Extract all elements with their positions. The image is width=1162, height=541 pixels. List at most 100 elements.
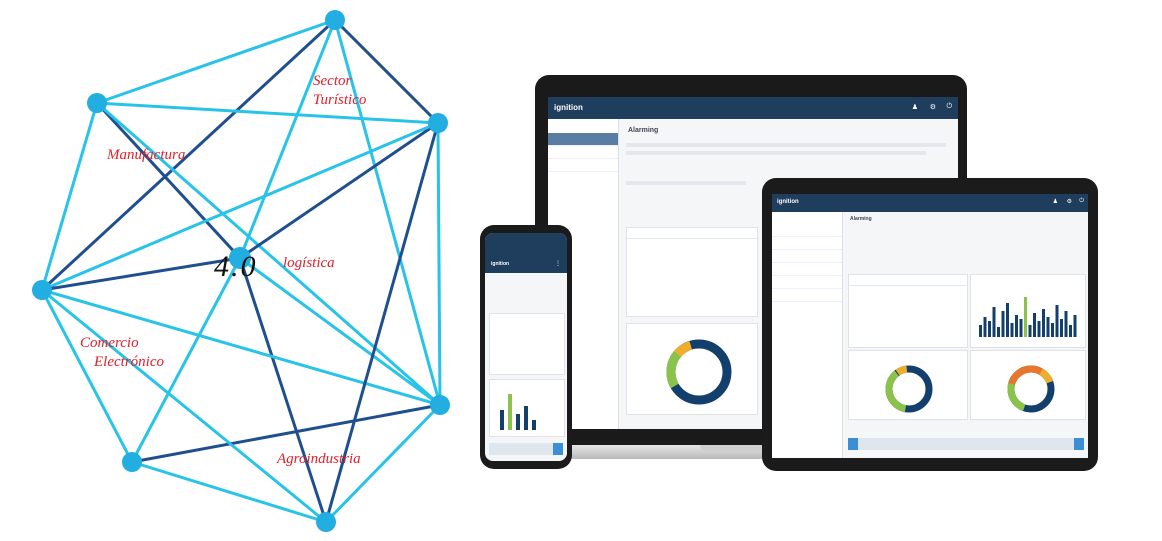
tablet-bar: [983, 317, 987, 337]
phone-pager-next[interactable]: [553, 443, 563, 455]
tablet-bar: [979, 325, 982, 337]
network-edge-c-bl: [130, 256, 242, 464]
tablet-pager-next[interactable]: [1074, 438, 1084, 450]
node-label-logistica: logística: [283, 255, 335, 271]
tablet-sidebar-item[interactable]: ​: [772, 276, 842, 289]
laptop-status-panel: ​: [626, 227, 758, 317]
tablet-sidebar-item[interactable]: ​: [772, 250, 842, 263]
tablet-status-panel-title: ​: [849, 275, 967, 286]
tablet-bar: [1060, 319, 1063, 337]
tablet-donut-panel-2: [970, 350, 1086, 420]
network-node-top: [325, 10, 345, 30]
phone-screen: ignition ⋮: [485, 233, 567, 461]
tablet-bar: [1006, 303, 1009, 337]
phone-brand-logo: ignition: [491, 261, 510, 267]
tablet-brand-logo: ignition: [777, 199, 799, 205]
tablet-bar: [1046, 317, 1050, 337]
network-edge-tr-l: [40, 121, 440, 292]
tablet-donut-panel-1: [848, 350, 968, 420]
network-edge-ul-l: [40, 101, 99, 292]
network-node-tr: [428, 113, 448, 133]
tablet-sidebar-item[interactable]: ​: [772, 224, 842, 237]
phone-bar-chart: [500, 394, 536, 430]
network-edge-top-c: [238, 18, 337, 260]
tablet-sidebar: ​ ​ ​ ​ ​ ​: [772, 212, 843, 458]
network-edge-tr-mr: [436, 121, 442, 407]
laptop-donut-chart: [666, 339, 732, 405]
settings-icon[interactable]: ⚙: [1066, 199, 1072, 205]
user-icon[interactable]: ♟: [911, 104, 918, 111]
laptop-page-title: Alarming: [628, 127, 659, 134]
network-node-mr: [430, 395, 450, 415]
tablet-bar: [997, 327, 1000, 337]
network-diagram: [32, 10, 450, 532]
network-edge-ul-mr: [95, 101, 442, 407]
network-edge-c-l: [40, 256, 242, 292]
tablet-screen: ignition ♟ ⚙ ⏻ ​ ​ ​ ​ ​ ​ Alarming ​: [772, 194, 1088, 458]
network-edge-b-mr: [324, 403, 442, 524]
laptop-appbar: ignition ♟ ⚙ ⏻: [548, 97, 958, 119]
node-label-electronico: Electrónico: [94, 354, 164, 370]
phone-bar-panel: [489, 379, 565, 437]
node-label-manufactura: Manufactura: [107, 147, 186, 163]
network-edge-tr-c: [238, 121, 440, 260]
tablet-bar: [1064, 311, 1068, 337]
user-icon[interactable]: ♟: [1052, 199, 1058, 205]
phone-appbar: ignition ⋮: [485, 233, 567, 273]
network-edge-l-mr: [40, 288, 442, 407]
network-node-bl: [122, 452, 142, 472]
network-edges: [40, 18, 442, 524]
network-edge-bl-mr: [130, 403, 442, 464]
tablet-bar: [992, 307, 996, 337]
laptop-sidebar-item-1[interactable]: ​: [548, 133, 618, 146]
network-node-c: [229, 247, 251, 269]
laptop-sidebar-item-2[interactable]: ​: [548, 146, 618, 159]
power-icon[interactable]: ⏻: [1079, 198, 1084, 204]
tablet-bar: [1037, 321, 1041, 337]
network-edge-c-mr: [238, 256, 442, 407]
tablet-bar: [1001, 311, 1005, 337]
network-edge-top-tr: [333, 18, 440, 125]
tablet: ignition ♟ ⚙ ⏻ ​ ​ ​ ​ ​ ​ Alarming ​: [762, 178, 1098, 471]
tablet-bar: [1055, 305, 1059, 337]
tablet-pager: [848, 438, 1084, 450]
tablet-sidebar-item[interactable]: ​: [772, 289, 842, 302]
tablet-bar: [1069, 325, 1072, 337]
center-label-4-0: 4.0: [214, 250, 258, 283]
tablet-bar: [1073, 315, 1077, 337]
network-edge-bl-b: [130, 460, 328, 524]
tablet-donut-chart-2: [1007, 365, 1055, 413]
laptop-sidebar-item-3[interactable]: ​: [548, 159, 618, 172]
node-label-agroindustria: Agroindustria: [277, 451, 361, 467]
tablet-donut-chart-1: [885, 365, 933, 413]
tablet-bar: [1051, 323, 1054, 337]
network-node-l: [32, 280, 52, 300]
laptop-text-line: [626, 181, 746, 185]
network-edge-top-ul: [95, 18, 337, 105]
network-edge-top-mr: [333, 18, 442, 407]
laptop-text-line: [626, 151, 926, 155]
tablet-bar: [1024, 297, 1027, 337]
menu-icon[interactable]: ⋮: [555, 261, 561, 267]
tablet-bar: [988, 321, 991, 337]
tablet-pager-prev[interactable]: [848, 438, 858, 450]
node-label-sector: Sector: [313, 73, 352, 89]
tablet-bar: [1028, 325, 1032, 337]
tablet-bar: [1015, 315, 1018, 337]
phone-status-panel: [489, 313, 565, 375]
network-edge-ul-c: [95, 101, 242, 260]
tablet-sidebar-item[interactable]: ​: [772, 263, 842, 276]
tablet-bar-chart: [979, 297, 1077, 337]
node-label-sector-turistico: Sector Turístico: [313, 72, 366, 110]
laptop-brand-logo: ignition: [554, 103, 583, 112]
tablet-sidebar-item[interactable]: ​: [772, 237, 842, 250]
tablet-bar: [1010, 323, 1014, 337]
network-edge-c-b: [238, 256, 328, 524]
network-node-ul: [87, 93, 107, 113]
settings-icon[interactable]: ⚙: [929, 104, 936, 111]
network-edge-ul-tr: [95, 101, 440, 125]
network-node-b: [316, 512, 336, 532]
network-edge-top-l: [40, 18, 337, 292]
tablet-page-title: Alarming: [850, 216, 872, 222]
power-icon[interactable]: ⏻: [946, 103, 952, 110]
